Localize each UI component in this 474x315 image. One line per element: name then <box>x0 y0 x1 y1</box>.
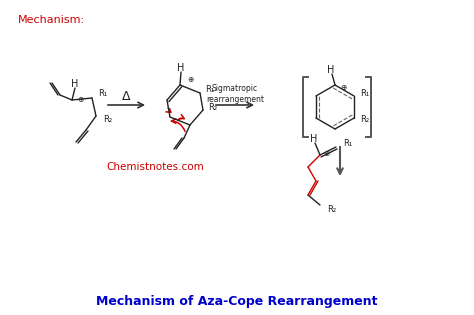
Text: H: H <box>328 65 335 75</box>
Text: R₁: R₁ <box>360 89 370 98</box>
Text: R₂: R₂ <box>361 116 370 124</box>
Text: ⊕: ⊕ <box>77 94 83 104</box>
Text: Mechanism of Aza-Cope Rearrangement: Mechanism of Aza-Cope Rearrangement <box>96 295 378 308</box>
FancyArrowPatch shape <box>172 119 185 131</box>
Text: R₁: R₁ <box>205 85 215 94</box>
Text: ⊕: ⊕ <box>340 83 346 91</box>
Text: H: H <box>177 63 185 73</box>
Text: H: H <box>310 134 318 144</box>
Text: R₂: R₂ <box>103 114 112 123</box>
Text: Mechanism:: Mechanism: <box>18 15 85 25</box>
Text: H: H <box>71 79 79 89</box>
Text: R₁: R₁ <box>99 89 108 99</box>
Text: Chemistnotes.com: Chemistnotes.com <box>106 162 204 172</box>
FancyArrowPatch shape <box>166 108 171 112</box>
Text: Δ: Δ <box>122 89 130 102</box>
Text: ⊕: ⊕ <box>323 148 329 158</box>
Text: R₂: R₂ <box>328 204 337 214</box>
FancyArrowPatch shape <box>178 115 184 120</box>
Text: R₂: R₂ <box>209 104 218 112</box>
Text: R₁: R₁ <box>343 139 353 147</box>
Text: Sigmatropic
rearrangement: Sigmatropic rearrangement <box>206 84 264 104</box>
Text: ⊕: ⊕ <box>187 76 193 84</box>
